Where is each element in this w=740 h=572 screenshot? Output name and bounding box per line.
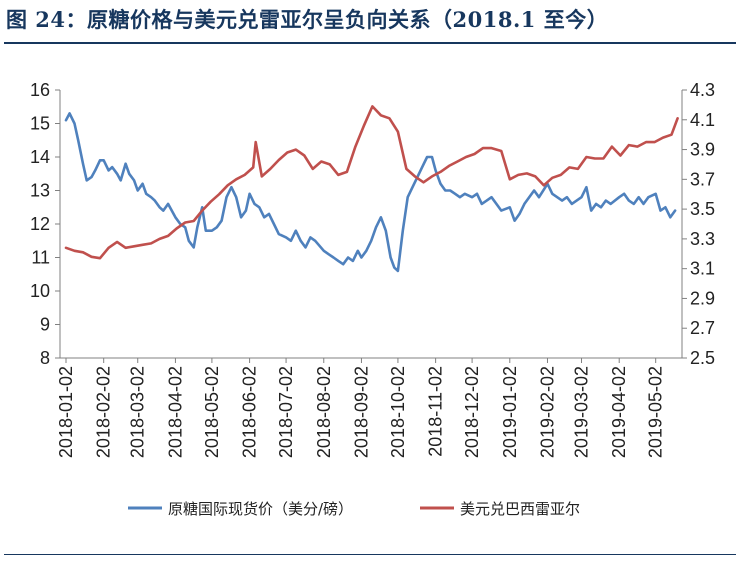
legend-label-sugar: 原糖国际现货价（美分/磅） [168, 500, 353, 518]
axes: 8 9 10 11 12 13 14 15 16 2.5 2.7 2.9 3.1 3.3 3.5 3.7 3.9… [30, 80, 715, 458]
right-tick-label: 3.9 [690, 140, 715, 160]
x-tick-label: 2018-04-02 [165, 366, 185, 458]
x-tick-label: 2018-09-02 [351, 366, 371, 458]
x-tick-label: 2018-11-02 [426, 366, 446, 457]
x-tick-label: 2018-07-02 [276, 366, 296, 458]
left-tick-label: 15 [30, 114, 50, 134]
right-tick-label: 2.7 [690, 318, 715, 338]
legend: 原糖国际现货价（美分/磅） 美元兑巴西雷亚尔 [128, 500, 580, 518]
left-tick-label: 16 [30, 80, 50, 100]
right-tick-label: 3.5 [690, 199, 715, 219]
x-tick-label: 2018-06-02 [240, 366, 260, 458]
right-tick-label: 4.3 [690, 80, 715, 100]
left-tick-label: 9 [40, 315, 50, 335]
legend-label-brl: 美元兑巴西雷亚尔 [460, 500, 580, 518]
right-tick-label: 2.5 [690, 348, 715, 368]
series-line-brl [64, 105, 679, 260]
right-tick-label: 2.9 [690, 288, 715, 308]
x-tick-label: 2018-12-02 [462, 366, 482, 458]
x-tick-label: 2018-03-02 [128, 366, 148, 458]
x-tick-label: 2018-01-02 [56, 366, 76, 458]
left-tick-label: 14 [30, 147, 50, 167]
left-tick-label: 12 [30, 214, 50, 234]
left-tick-label: 10 [30, 281, 50, 301]
x-tick-label: 2018-08-02 [314, 366, 334, 458]
chart-title: 图 24：原糖价格与美元兑雷亚尔呈负向关系（2018.1 至今） [6, 7, 609, 32]
left-tick-label: 13 [30, 181, 50, 201]
left-tick-label: 11 [31, 248, 50, 268]
source-strip [0, 554, 740, 572]
x-tick-label: 2019-02-02 [537, 366, 557, 458]
x-tick-label: 2018-05-02 [202, 366, 222, 458]
title-rule [4, 42, 736, 44]
x-tick-label: 2019-05-02 [646, 366, 666, 458]
x-tick-label: 2019-01-02 [500, 366, 520, 458]
source-rule [4, 554, 736, 555]
right-tick-label: 3.7 [690, 169, 715, 189]
right-tick-label: 4.1 [690, 110, 715, 130]
right-tick-label: 3.3 [690, 229, 715, 249]
series-line-sugar [64, 112, 677, 273]
x-tick-label: 2019-04-02 [609, 366, 629, 458]
x-tick-label: 2018-10-02 [388, 366, 408, 458]
left-tick-label: 8 [40, 348, 50, 368]
series-lines [64, 105, 679, 273]
x-tick-label: 2018-02-02 [94, 366, 114, 458]
x-tick-label: 2019-03-02 [572, 366, 592, 458]
right-tick-label: 3.1 [690, 259, 715, 279]
